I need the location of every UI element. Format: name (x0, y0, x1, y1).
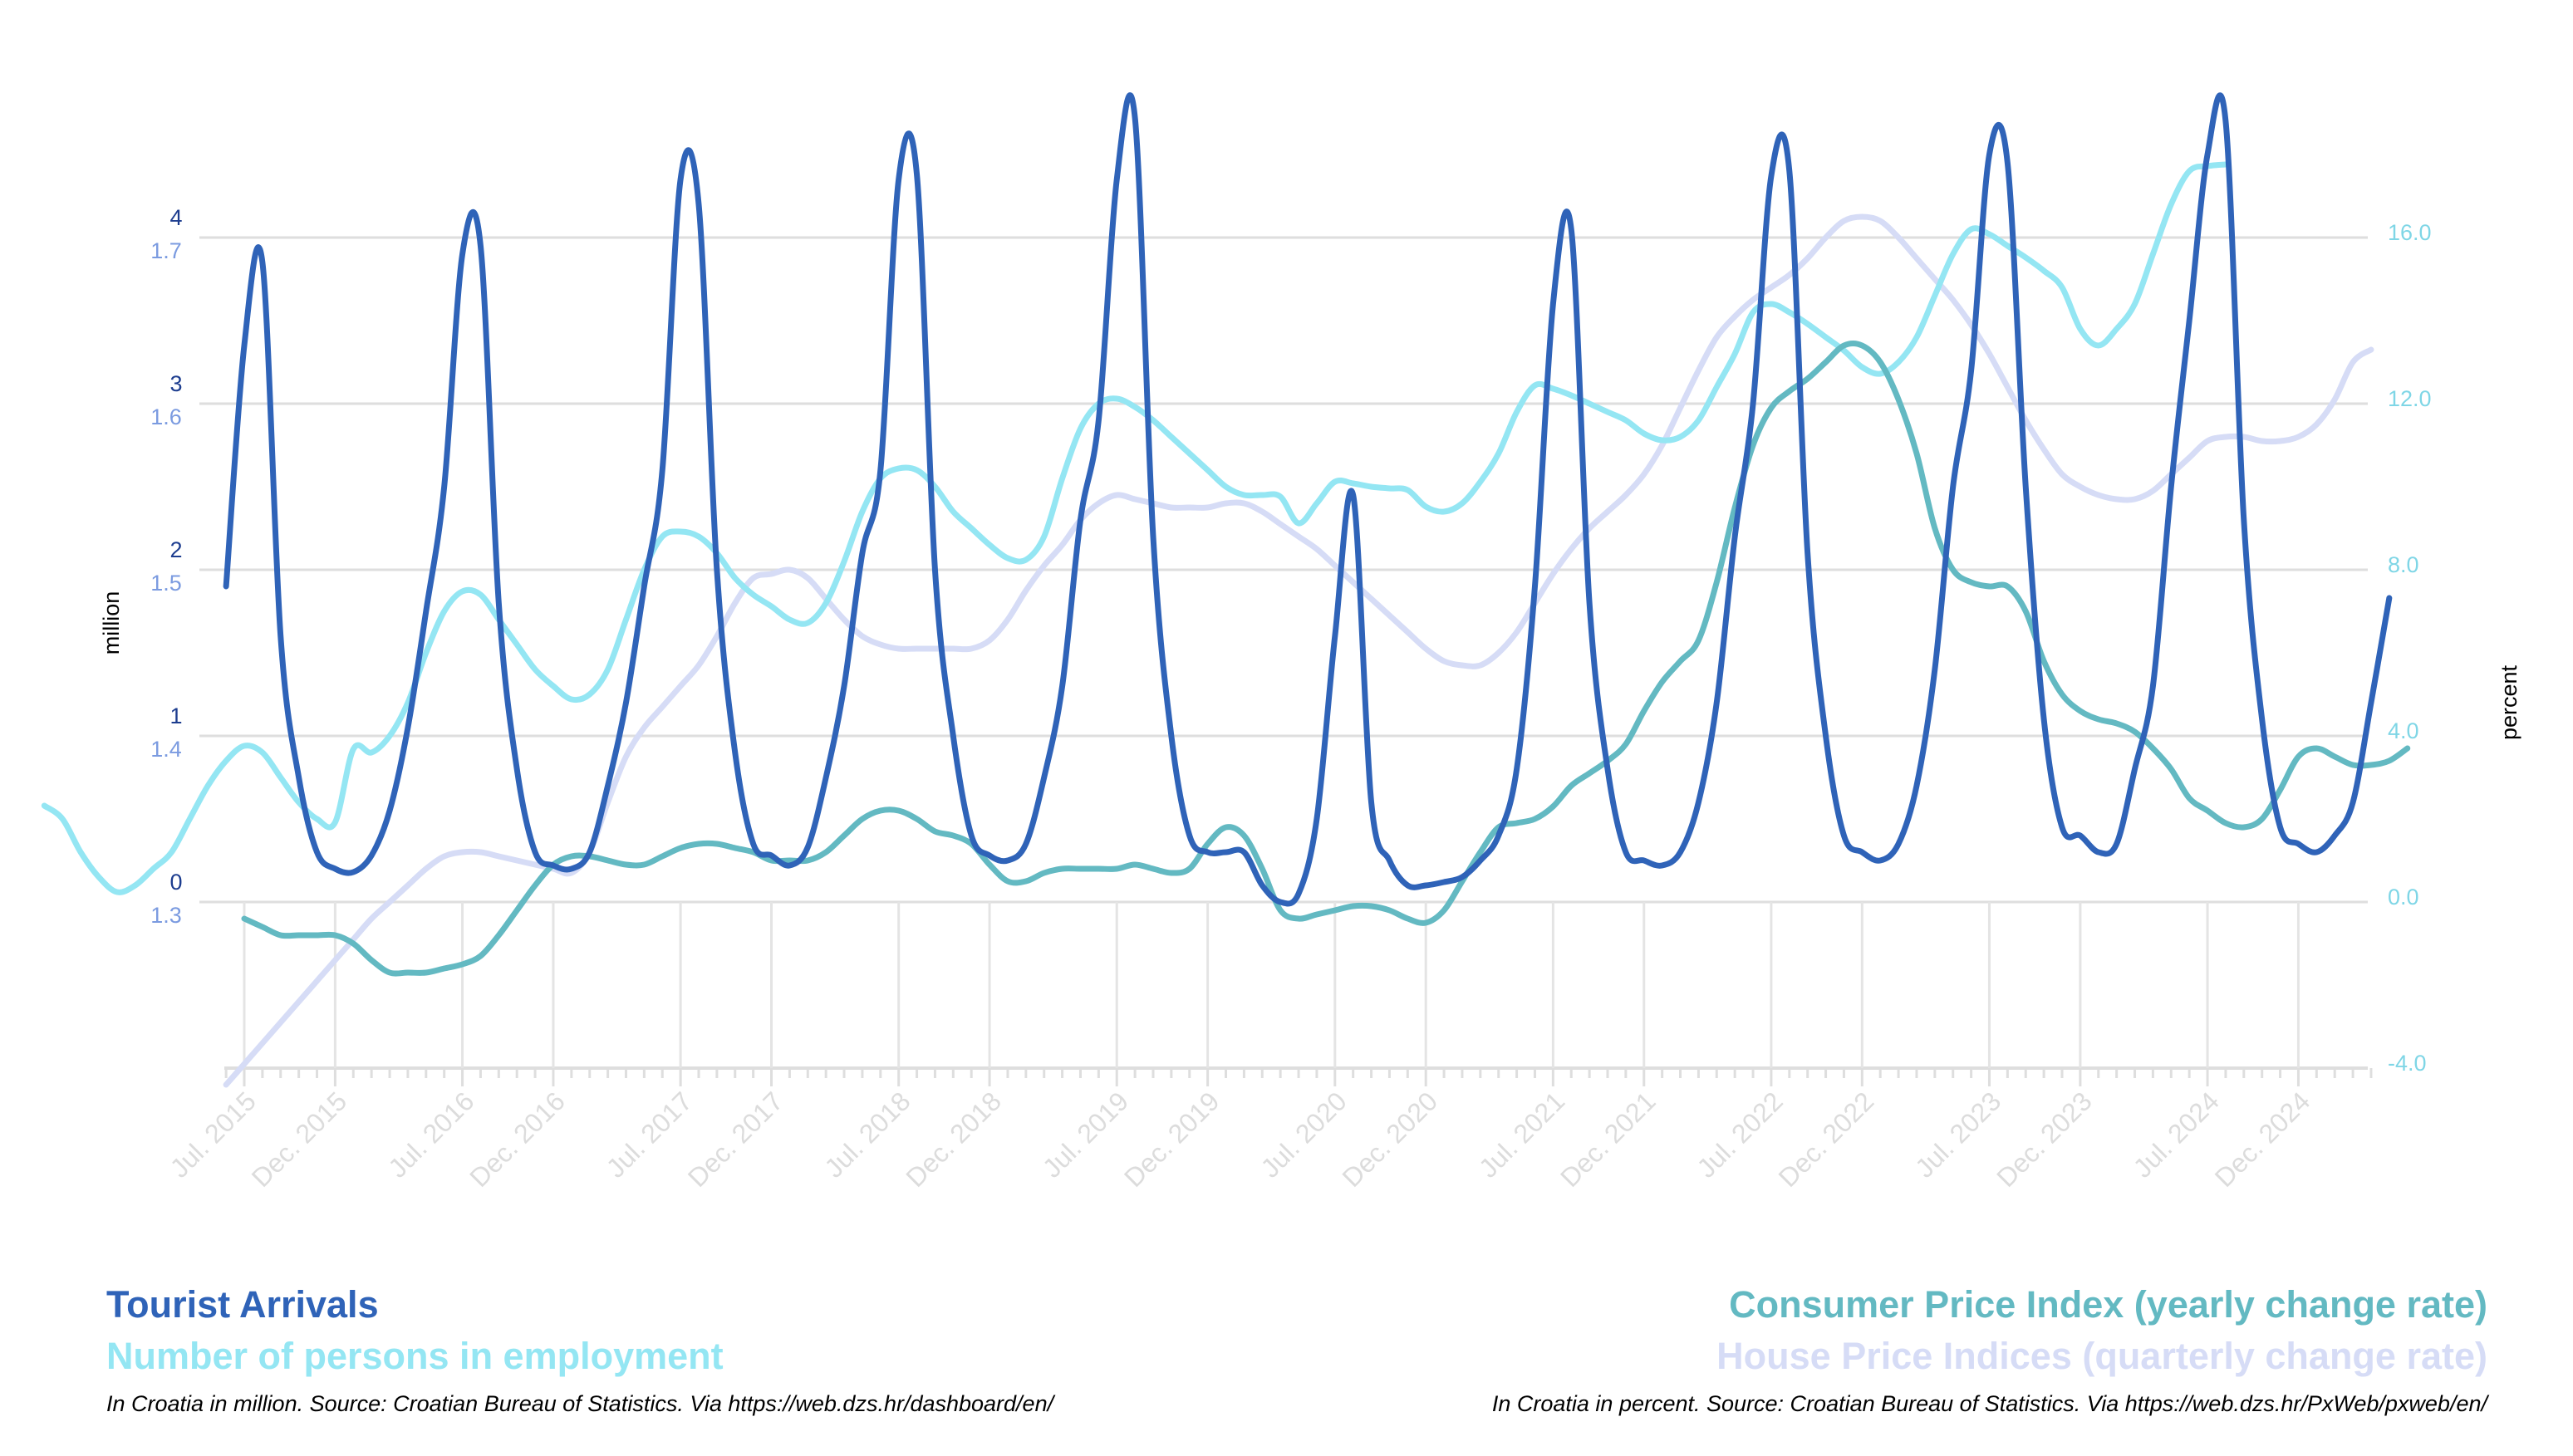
y-tick-label: 2 (169, 537, 182, 562)
x-tick-label: Dec. 2015 (246, 1086, 353, 1193)
x-tick-label: Jul. 2021 (1473, 1086, 1570, 1183)
y3-tick-label: 1.4 (150, 737, 182, 762)
x-tick-label: Dec. 2024 (2209, 1086, 2316, 1193)
x-tick-label: Dec. 2018 (900, 1086, 1007, 1193)
legend-label: Consumer Price Index (yearly change rate… (1729, 1283, 2487, 1326)
legend-label: House Price Indices (quarterly change ra… (1716, 1335, 2487, 1377)
y3-tick-label: 1.6 (150, 404, 182, 429)
y2-tick-label: 16.0 (2388, 220, 2432, 245)
x-tick-label: Jul. 2015 (164, 1086, 262, 1183)
y-tick-label: 1 (169, 703, 182, 728)
x-tick-label: Jul. 2020 (1255, 1086, 1352, 1183)
x-tick-label: Dec. 2017 (682, 1086, 789, 1193)
y2-tick-label: 0.0 (2388, 885, 2419, 909)
y3-tick-label: 1.3 (150, 903, 182, 928)
y3-tick-label: 1.5 (150, 571, 182, 596)
note-right: In Croatia in percent. Source: Croatian … (1492, 1391, 2490, 1416)
x-tick-label: Jul. 2018 (818, 1086, 916, 1183)
y-tick-label: 0 (169, 870, 182, 895)
y-axis-title: million (99, 591, 124, 655)
series-line (223, 92, 2393, 907)
y3-tick-label: 1.7 (150, 238, 182, 263)
y2-tick-label: 4.0 (2388, 718, 2419, 743)
x-tick-label: Jul. 2022 (1692, 1086, 1789, 1183)
x-tick-label: Jul. 2016 (382, 1086, 479, 1183)
x-tick-label: Jul. 2019 (1037, 1086, 1134, 1183)
y2-tick-label: -4.0 (2388, 1051, 2427, 1076)
x-tick-label: Jul. 2017 (601, 1086, 698, 1183)
y-tick-label: 4 (169, 205, 182, 230)
y-tick-label: 3 (169, 371, 182, 396)
x-tick-label: Dec. 2023 (1991, 1086, 2098, 1193)
series-line (41, 161, 2229, 895)
x-tick-label: Dec. 2016 (464, 1086, 571, 1193)
x-tick-label: Jul. 2024 (2128, 1086, 2225, 1183)
legend-label: Tourist Arrivals (106, 1283, 379, 1326)
x-tick-label: Dec. 2019 (1118, 1086, 1225, 1193)
x-tick-label: Jul. 2023 (1909, 1086, 2006, 1183)
legend-label: Number of persons in employment (106, 1335, 724, 1377)
y2-axis-title: percent (2497, 664, 2521, 740)
series-line (241, 341, 2411, 977)
note-left: In Croatia in million. Source: Croatian … (106, 1391, 1056, 1416)
x-tick-label: Dec. 2022 (1773, 1086, 1880, 1193)
y2-tick-label: 12.0 (2388, 386, 2432, 411)
x-tick-label: Dec. 2021 (1554, 1086, 1662, 1193)
y2-tick-label: 8.0 (2388, 552, 2419, 577)
series-line (223, 213, 2374, 1088)
x-tick-label: Dec. 2020 (1337, 1086, 1444, 1193)
